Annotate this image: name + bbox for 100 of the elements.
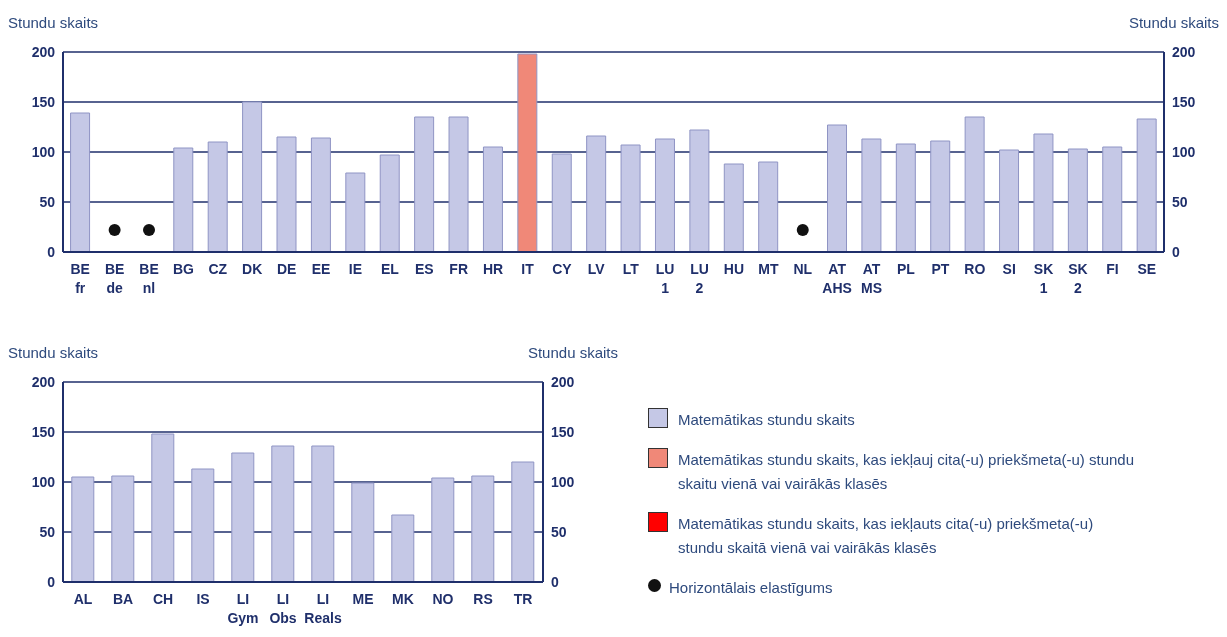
- bar: [620, 144, 641, 252]
- bar: [471, 475, 495, 582]
- bar: [311, 445, 335, 582]
- y-tick-label: 200: [31, 43, 56, 60]
- x-tick-label: PT: [931, 261, 950, 277]
- y2-tick-label: 150: [1172, 93, 1196, 110]
- bar: [861, 138, 882, 252]
- y2-tick-label: 150: [551, 423, 575, 440]
- y2-tick-label: 0: [1172, 243, 1180, 260]
- y2-axis-title: Stundu skaits: [527, 344, 618, 361]
- legend-label: Matemātikas stundu skaits: [678, 410, 856, 430]
- y2-tick-label: 200: [551, 373, 575, 390]
- bar: [242, 101, 263, 252]
- x-tick-label: SI: [1002, 261, 1016, 277]
- bar: [111, 475, 135, 582]
- x-tick-label: NO: [432, 591, 454, 607]
- x-tick-label: LI Obs: [269, 591, 297, 626]
- x-tick-label: LU 1: [655, 261, 675, 296]
- x-tick-label: SK 2: [1068, 261, 1088, 296]
- x-tick-label: FR: [449, 261, 469, 277]
- y-tick-label: 150: [31, 423, 56, 440]
- bar: [207, 141, 228, 252]
- x-tick-label: ME: [352, 591, 374, 607]
- x-tick-label: CY: [552, 261, 573, 277]
- y2-tick-label: 50: [1172, 193, 1188, 210]
- y2-tick-label: 0: [551, 573, 559, 590]
- x-tick-label: RO: [964, 261, 986, 277]
- y-tick-label: 0: [47, 573, 56, 590]
- x-tick-label: MK: [392, 591, 414, 607]
- x-tick-label: EE: [311, 261, 331, 277]
- bar: [511, 461, 535, 582]
- x-tick-label: LV: [587, 261, 606, 277]
- x-tick-label: AT MS: [861, 261, 883, 296]
- x-tick-label: BE de: [104, 261, 125, 296]
- x-tick-label: RS: [473, 591, 493, 607]
- x-tick-label: MT: [758, 261, 779, 277]
- bar: [276, 136, 297, 252]
- x-tick-label: BE nl: [139, 261, 159, 296]
- x-tick-label: AL: [73, 591, 93, 607]
- x-tick-label: DK: [242, 261, 263, 277]
- bar: [689, 129, 710, 252]
- y-axis-title: Stundu skaits: [8, 14, 99, 31]
- x-tick-label: ES: [414, 261, 434, 277]
- x-tick-label: HU: [723, 261, 745, 277]
- x-tick-label: LT: [622, 261, 640, 277]
- y2-tick-label: 100: [1172, 143, 1196, 160]
- bar: [895, 143, 916, 252]
- x-tick-label: IS: [196, 591, 210, 607]
- bar: [431, 477, 455, 582]
- bar: [723, 163, 744, 252]
- bar: [191, 468, 215, 582]
- x-tick-label: NL: [793, 261, 813, 277]
- bar: [310, 137, 331, 252]
- x-tick-label: CH: [152, 591, 174, 607]
- y2-axis-title: Stundu skaits: [1128, 14, 1219, 31]
- bar: [1067, 148, 1088, 252]
- bar: [391, 514, 415, 582]
- y2-tick-label: 50: [551, 523, 567, 540]
- bar: [71, 476, 95, 582]
- bar: [70, 112, 91, 252]
- x-tick-label: LI Reals: [304, 591, 342, 626]
- x-tick-label: BA: [112, 591, 134, 607]
- y-tick-label: 200: [31, 373, 56, 390]
- bar: [351, 482, 375, 582]
- x-tick-label: SE: [1137, 261, 1157, 277]
- x-tick-label: CZ: [208, 261, 228, 277]
- bar: [151, 433, 175, 582]
- x-tick-label: FI: [1106, 261, 1119, 277]
- y-tick-label: 50: [39, 523, 56, 540]
- bar: [448, 116, 469, 252]
- bar: [379, 154, 400, 252]
- y2-tick-label: 100: [551, 473, 575, 490]
- legend-label: Matemātikas stundu skaits, kas iekļauts cita(-u) priekšmeta(-u) stundu skaitā vienā vai vairākās klasēs: [678, 514, 1095, 558]
- legend-label: Matemātikas stundu skaits, kas iekļauj cita(-u) priekšmeta(-u) stundu skaitu vienā vai vairākās klasēs: [678, 450, 1135, 494]
- x-tick-label: BG: [172, 261, 195, 277]
- x-tick-label: LI Gym: [227, 591, 259, 626]
- bar: [586, 135, 607, 252]
- bar: [1033, 133, 1054, 252]
- y-tick-label: 100: [31, 143, 56, 160]
- bar: [551, 153, 572, 252]
- x-tick-label: DE: [276, 261, 297, 277]
- x-tick-label: EL: [380, 261, 400, 277]
- bar: [654, 138, 675, 252]
- y-tick-label: 0: [47, 243, 56, 260]
- x-tick-label: AT AHS: [822, 261, 852, 296]
- x-tick-label: SK 1: [1033, 261, 1054, 296]
- y-axis-title: Stundu skaits: [8, 344, 99, 361]
- y-tick-label: 150: [31, 93, 56, 110]
- bar: [999, 149, 1020, 252]
- bar: [517, 53, 538, 252]
- bar: [173, 147, 194, 252]
- bar: [1136, 118, 1157, 252]
- x-tick-label: IT: [521, 261, 535, 277]
- x-tick-label: TR: [513, 591, 533, 607]
- x-tick-label: PL: [897, 261, 916, 277]
- legend-label: Horizontālais elastīgums: [669, 578, 834, 598]
- bar: [827, 124, 848, 252]
- x-tick-label: BE fr: [70, 261, 90, 296]
- bar: [271, 445, 295, 582]
- x-tick-label: HR: [482, 261, 504, 277]
